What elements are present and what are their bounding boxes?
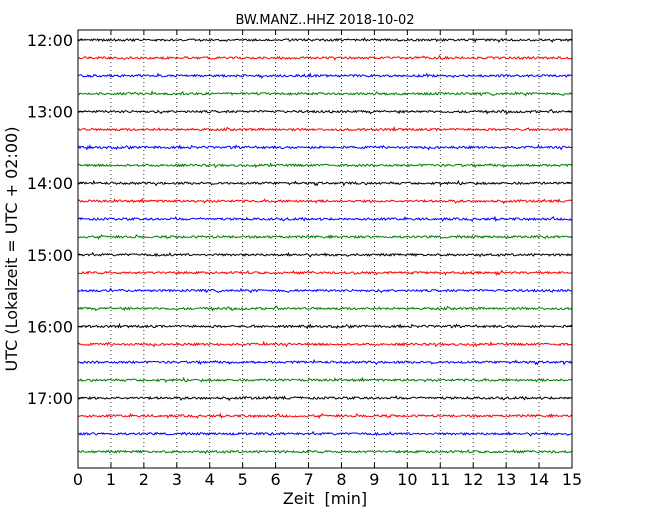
seismic-traces (77, 37, 573, 455)
x-tick-label: 3 (172, 470, 182, 489)
trace-1445 (77, 233, 573, 241)
trace-1545 (77, 305, 573, 312)
y-tick-label: 17:00 (27, 389, 73, 408)
x-tick-label: 6 (271, 470, 281, 489)
y-tick-label: 16:00 (27, 317, 73, 336)
x-tick-label: 2 (139, 470, 149, 489)
y-tick-label: 13:00 (27, 103, 73, 122)
trace-1730 (77, 430, 573, 437)
x-tick-label: 8 (336, 470, 346, 489)
x-tick-label: 5 (238, 470, 248, 489)
y-tick-label: 14:00 (27, 174, 73, 193)
x-tick-label: 15 (562, 470, 582, 489)
y-tick-label: 12:00 (27, 31, 73, 50)
trace-1245 (77, 90, 573, 97)
grid-lines (110, 30, 540, 468)
x-tick-label: 4 (205, 470, 215, 489)
trace-1645 (77, 376, 573, 384)
trace-1430 (77, 215, 573, 223)
trace-1415 (77, 197, 573, 205)
y-axis-ticks: 12:00 13:00 14:00 15:00 16:00 17:00 (27, 31, 572, 408)
x-tick-label: 1 (106, 470, 116, 489)
trace-1615 (77, 340, 573, 348)
chart-title: BW.MANZ..HHZ 2018-10-02 (235, 13, 414, 28)
trace-1500 (77, 251, 573, 258)
x-tick-label: 13 (496, 470, 516, 489)
trace-1630 (77, 358, 573, 366)
trace-1330 (77, 143, 573, 151)
trace-1400 (77, 179, 573, 187)
trace-1200 (77, 37, 573, 44)
x-tick-label: 9 (369, 470, 379, 489)
x-tick-label: 10 (397, 470, 417, 489)
trace-1745 (77, 448, 573, 455)
trace-1515 (77, 269, 573, 277)
x-tick-label: 11 (430, 470, 450, 489)
y-tick-label: 15:00 (27, 246, 73, 265)
trace-1230 (77, 72, 573, 79)
trace-1345 (77, 162, 573, 169)
x-tick-label: 7 (303, 470, 313, 489)
x-axis-ticks: 0 1 2 3 4 5 6 7 8 9 10 11 12 13 14 15 (73, 30, 582, 489)
x-axis-label: Zeit [min] (283, 489, 367, 508)
trace-1715 (77, 412, 573, 420)
trace-1315 (77, 125, 573, 132)
trace-1600 (77, 322, 573, 330)
trace-1700 (77, 395, 573, 402)
trace-1215 (77, 54, 573, 61)
x-tick-label: 12 (463, 470, 483, 489)
y-axis-label: UTC (Lokalzeit = UTC + 02:00) (2, 127, 21, 372)
x-tick-label: 14 (529, 470, 549, 489)
x-tick-label: 0 (73, 470, 83, 489)
trace-1300 (77, 108, 573, 115)
plot-area-frame (77, 29, 573, 469)
trace-1530 (77, 287, 573, 294)
